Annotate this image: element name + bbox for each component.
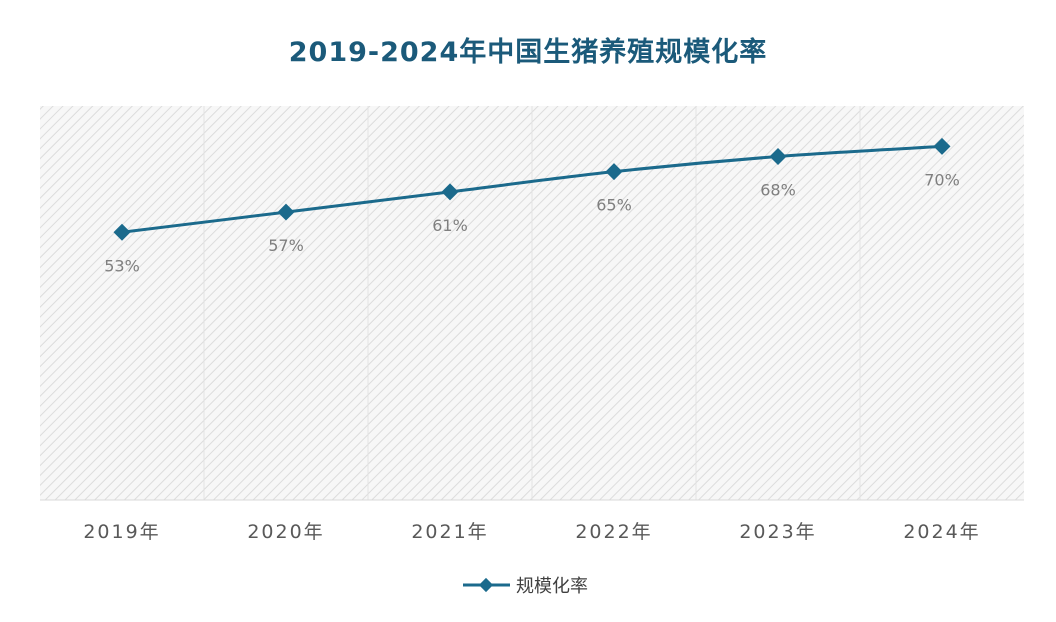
x-tick-label: 2021年: [411, 521, 488, 543]
data-point-marker: [769, 148, 787, 165]
series-line: [121, 144, 943, 234]
data-point-marker: [605, 163, 623, 181]
legend-marker-swatch: [478, 577, 494, 593]
chart-title: 2019-2024年中国生猪养殖规模化率: [288, 37, 768, 68]
data-label: 57%: [268, 236, 304, 255]
data-label: 68%: [760, 181, 796, 200]
data-label: 61%: [432, 216, 468, 235]
data-label: 65%: [596, 196, 632, 215]
data-point-marker: [441, 183, 459, 201]
data-point-marker: [277, 203, 295, 221]
data-point-marker: [113, 223, 131, 241]
data-point-marker: [933, 137, 951, 155]
x-tick-label: 2024年: [903, 521, 980, 543]
x-tick-label: 2020年: [247, 521, 324, 543]
series-layer: 53% 57% 61% 65% 68% 70%: [104, 137, 960, 275]
grid-lines: [203, 106, 861, 500]
x-tick-label: 2022年: [575, 521, 652, 543]
data-label: 70%: [924, 170, 960, 189]
data-label: 53%: [104, 256, 140, 275]
x-tick-label: 2023年: [739, 521, 816, 543]
legend: 规模化率: [463, 576, 588, 597]
x-tick-label: 2019年: [83, 521, 160, 543]
x-axis-tick-labels: 2019年 2020年 2021年 2022年 2023年 2024年: [83, 521, 980, 543]
legend-label: 规模化率: [516, 576, 588, 597]
